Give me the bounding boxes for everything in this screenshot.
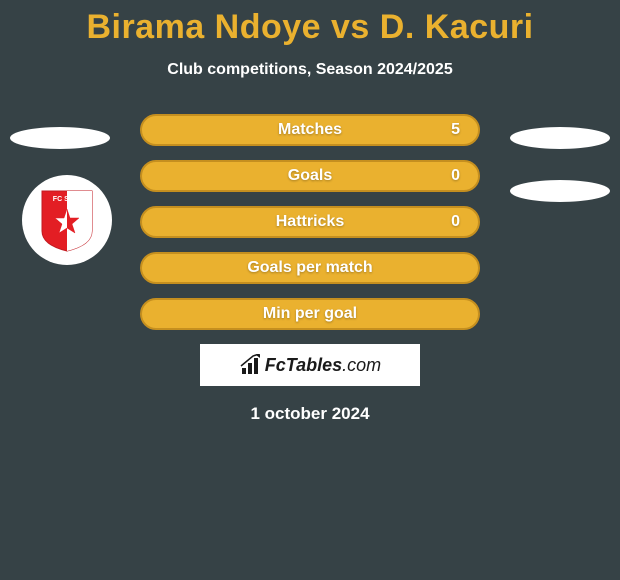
stat-value: 0 <box>451 167 460 185</box>
stat-row-goals-per-match: Goals per match <box>140 252 480 284</box>
stat-label: Matches <box>278 121 342 139</box>
branding-text-bold: FcTables <box>265 355 342 375</box>
stat-row-hattricks: Hattricks 0 <box>140 206 480 238</box>
bar-chart-icon <box>239 354 263 376</box>
branding-box[interactable]: FcTables.com <box>200 344 420 386</box>
stat-row-matches: Matches 5 <box>140 114 480 146</box>
stats-container: Matches 5 Goals 0 Hattricks 0 Goals per … <box>0 114 620 424</box>
page-subtitle: Club competitions, Season 2024/2025 <box>0 61 620 79</box>
header: Birama Ndoye vs D. Kacuri Club competiti… <box>0 0 620 79</box>
stat-value: 5 <box>451 121 460 139</box>
date-label: 1 october 2024 <box>0 404 620 424</box>
branding-text: FcTables.com <box>265 355 381 376</box>
stat-label: Goals per match <box>247 259 372 277</box>
stat-label: Goals <box>288 167 332 185</box>
page-title: Birama Ndoye vs D. Kacuri <box>0 8 620 47</box>
stat-label: Min per goal <box>263 305 357 323</box>
stat-row-min-per-goal: Min per goal <box>140 298 480 330</box>
branding-text-light: .com <box>342 355 381 375</box>
stat-value: 0 <box>451 213 460 231</box>
stat-row-goals: Goals 0 <box>140 160 480 192</box>
stat-label: Hattricks <box>276 213 344 231</box>
